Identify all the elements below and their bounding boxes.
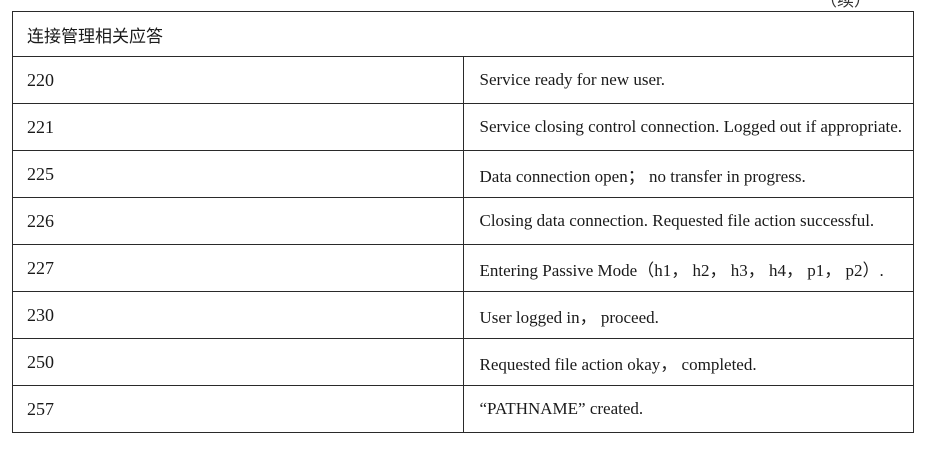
table-row: 226 Closing data connection. Requested f… <box>12 197 914 245</box>
reply-description-cell: Requested file action okay， completed. <box>462 338 914 386</box>
reply-description-cell: Closing data connection. Requested file … <box>462 197 914 245</box>
table-section-header-row: 连接管理相关应答 <box>12 11 914 57</box>
reply-description-cell: User logged in， proceed. <box>462 291 914 339</box>
section-title: 连接管理相关应答 <box>12 11 914 57</box>
reply-code-cell: 225 <box>12 150 464 198</box>
continued-mark: （续） <box>820 0 871 10</box>
reply-description-cell: “PATHNAME” created. <box>462 385 914 433</box>
reply-description-cell: Service ready for new user. <box>462 56 914 104</box>
reply-code-cell: 230 <box>12 291 464 339</box>
reply-code-cell: 220 <box>12 56 464 104</box>
reply-code-cell: 250 <box>12 338 464 386</box>
table-row: 257 “PATHNAME” created. <box>12 385 914 433</box>
reply-code-cell: 226 <box>12 197 464 245</box>
ftp-reply-code-table: 连接管理相关应答 220 Service ready for new user.… <box>12 11 914 433</box>
reply-code-cell: 221 <box>12 103 464 151</box>
table-row: 230 User logged in， proceed. <box>12 291 914 339</box>
reply-description-cell: Data connection open； no transfer in pro… <box>462 150 914 198</box>
table-row: 220 Service ready for new user. <box>12 56 914 104</box>
reply-code-cell: 257 <box>12 385 464 433</box>
table-row: 221 Service closing control connection. … <box>12 103 914 151</box>
reply-description-cell: Entering Passive Mode（h1， h2， h3， h4， p1… <box>462 244 914 292</box>
table-row: 227 Entering Passive Mode（h1， h2， h3， h4… <box>12 244 914 292</box>
table-row: 225 Data connection open； no transfer in… <box>12 150 914 198</box>
table-row: 250 Requested file action okay， complete… <box>12 338 914 386</box>
reply-code-cell: 227 <box>12 244 464 292</box>
reply-description-cell: Service closing control connection. Logg… <box>462 103 914 151</box>
